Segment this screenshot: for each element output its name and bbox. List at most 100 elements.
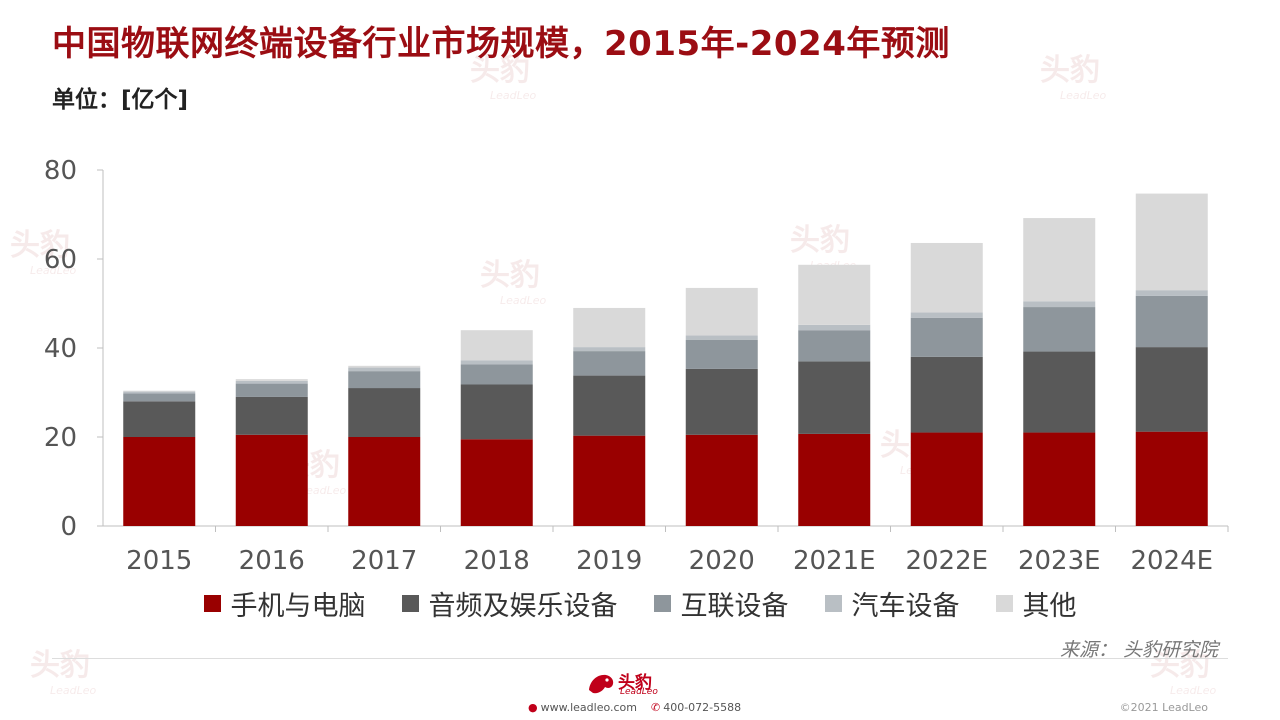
bar-segment	[798, 361, 871, 434]
legend-item: 音频及娱乐设备	[401, 584, 618, 623]
x-tick-label: 2022E	[905, 546, 988, 576]
legend-item: 互联设备	[653, 584, 789, 623]
leopard-logo-icon	[589, 674, 614, 694]
bar-segment	[910, 312, 983, 318]
footer-logo-text: 头豹	[618, 673, 652, 693]
legend-swatch	[995, 595, 1013, 612]
watermark-subtext: LeadLeo	[1060, 89, 1107, 102]
bar-segment	[123, 390, 196, 392]
x-tick-label: 2016	[239, 546, 305, 576]
bar-segment	[1135, 347, 1208, 432]
legend-swatch	[401, 595, 419, 612]
legend-swatch	[824, 595, 842, 612]
bar-segment	[235, 434, 308, 526]
watermark-subtext: LeadLeo	[490, 89, 537, 102]
legend-item: 其他	[995, 584, 1077, 623]
bar-segment	[1023, 351, 1096, 433]
footer-logo-subtext: LeadLeo	[620, 687, 658, 697]
watermark-text: 头豹	[1040, 53, 1100, 88]
phone-contact: ✆ 400-072-5588	[651, 701, 741, 714]
bar-segment	[123, 391, 196, 394]
y-tick-label: 40	[44, 334, 77, 364]
page-title: 中国物联网终端设备行业市场规模，2015年-2024年预测	[52, 24, 950, 64]
bar-segment	[685, 339, 758, 369]
bar-segment	[573, 375, 646, 436]
bar-segment	[348, 367, 421, 372]
globe-icon: ●	[528, 701, 538, 714]
bar-segment	[348, 388, 421, 437]
x-tick-label: 2017	[351, 546, 417, 576]
stacked-bar-chart: 0 20 40 60 80 2015 2016 2017 2018 2019 2020 2021E 20…	[44, 156, 1229, 576]
bar-segment	[573, 351, 646, 376]
bar-segment	[123, 437, 196, 526]
bar-segment	[573, 307, 646, 348]
x-tick-label: 2018	[464, 546, 530, 576]
bar-segment	[460, 439, 533, 526]
source-note: 来源： 头豹研究院	[1059, 639, 1218, 661]
copyright: ©2021 LeadLeo	[1119, 701, 1208, 714]
bar-segment	[1023, 307, 1096, 352]
bar-segment	[1135, 295, 1208, 348]
x-tick-label: 2024E	[1130, 546, 1213, 576]
bar-segment	[910, 356, 983, 433]
legend-item: 汽车设备	[824, 584, 960, 623]
bar-segment	[235, 379, 308, 381]
bar-segment	[460, 384, 533, 440]
x-tick-label: 2021E	[793, 546, 876, 576]
y-tick-label: 80	[44, 156, 77, 186]
x-tick-label: 2015	[126, 546, 192, 576]
bar-segment	[1135, 290, 1208, 296]
bar-segment	[798, 330, 871, 362]
website-link[interactable]: ● www.leadleo.com	[528, 701, 637, 714]
bar-segment	[910, 432, 983, 526]
bar-segment	[910, 317, 983, 357]
x-tick-label: 2020	[689, 546, 755, 576]
y-tick-label: 60	[44, 245, 77, 275]
legend-item: 手机与电脑	[203, 584, 366, 623]
y-tick-label: 20	[44, 423, 77, 453]
legend-label: 音频及娱乐设备	[428, 591, 618, 622]
bar-segment	[685, 287, 758, 336]
bar-segment	[460, 360, 533, 365]
bar-segment	[1135, 431, 1208, 526]
bar-segment	[1135, 193, 1208, 291]
bar-segment	[235, 396, 308, 435]
bar-segment	[460, 330, 533, 361]
x-tick-label: 2019	[576, 546, 642, 576]
watermark-text: 头豹	[30, 648, 90, 683]
phone-text: 400-072-5588	[663, 701, 742, 714]
watermark-subtext: LeadLeo	[1170, 684, 1217, 697]
watermark-subtext: LeadLeo	[50, 684, 97, 697]
website-text: www.leadleo.com	[540, 701, 637, 714]
chart-legend: 手机与电脑 音频及娱乐设备 互联设备 汽车设备 其他	[0, 584, 1280, 623]
legend-label: 手机与电脑	[230, 591, 366, 622]
x-tick-label: 2023E	[1018, 546, 1101, 576]
bar-segment	[348, 371, 421, 389]
legend-label: 汽车设备	[851, 591, 960, 622]
bar-segment	[235, 383, 308, 397]
bar-segment	[348, 365, 421, 368]
legend-label: 其他	[1022, 591, 1077, 622]
unit-label: 单位：[亿个]	[52, 87, 189, 113]
footer-divider	[52, 658, 1228, 659]
footer-links: ● www.leadleo.com ✆ 400-072-5588	[528, 701, 741, 714]
footer-logo: 头豹 LeadLeo	[586, 668, 676, 698]
bar-segment	[798, 264, 871, 325]
bar-segment	[1023, 301, 1096, 308]
bar-segment	[798, 324, 871, 331]
phone-icon: ✆	[650, 701, 661, 714]
bar-segment	[798, 433, 871, 526]
bar-segment	[1023, 432, 1096, 526]
bar-segment	[123, 393, 196, 402]
bar-segment	[573, 347, 646, 352]
bar-segment	[685, 434, 758, 526]
legend-swatch	[653, 595, 671, 612]
legend-swatch	[203, 595, 221, 612]
y-tick-label: 0	[60, 512, 77, 542]
bar-segment	[235, 380, 308, 384]
bar-segment	[123, 401, 196, 437]
bar-segment	[685, 335, 758, 340]
bar-segment	[460, 364, 533, 385]
